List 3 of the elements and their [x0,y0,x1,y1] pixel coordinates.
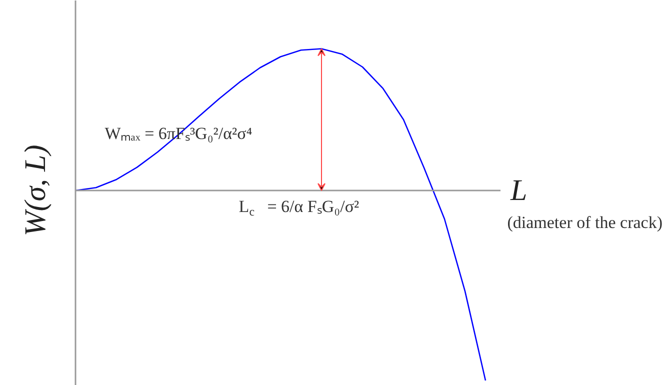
x-axis-title: L [510,174,528,207]
y-axis-title: W(σ, L) [19,144,52,236]
text: (diameter of the crack) [507,213,663,232]
